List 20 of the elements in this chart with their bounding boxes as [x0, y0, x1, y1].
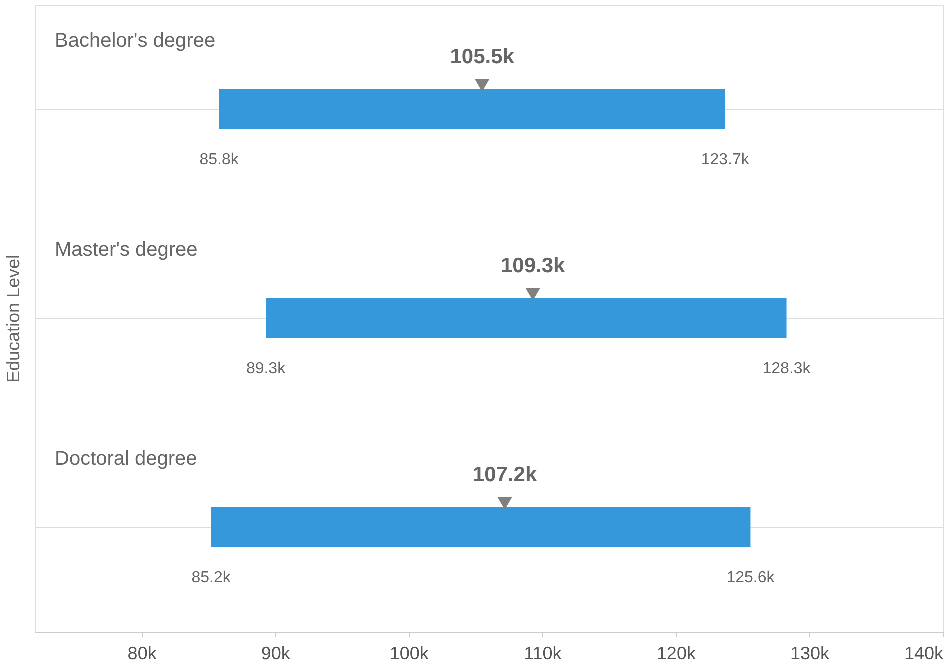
- data-label: 105.5k: [450, 46, 515, 68]
- annotation: 85.2k: [192, 570, 232, 586]
- x-tick-label: 110k: [524, 644, 563, 664]
- x-tick-label: 140k: [904, 644, 944, 664]
- annotation: 85.8k: [200, 152, 240, 168]
- data-label: 107.2k: [472, 464, 538, 486]
- annotation: 123.7k: [701, 152, 750, 168]
- y-tick-label: Doctoral degree: [55, 448, 198, 470]
- x-tick-label: 130k: [790, 644, 830, 664]
- y-axis-title: Education Level: [4, 254, 24, 384]
- x-tick-label: 90k: [261, 644, 292, 664]
- x-tick-label: 100k: [390, 644, 430, 664]
- data-label: 109.3k: [500, 254, 566, 278]
- annotation: 128.3k: [762, 360, 812, 378]
- x-tick-label: 120k: [656, 644, 697, 664]
- annotation: 125.6k: [726, 570, 776, 586]
- annotation: 89.3k: [246, 360, 287, 378]
- x-tick-label: 80k: [128, 644, 158, 664]
- y-tick-label: Bachelor's degree: [55, 30, 216, 52]
- y-tick-label: Master's degree: [55, 239, 198, 262]
